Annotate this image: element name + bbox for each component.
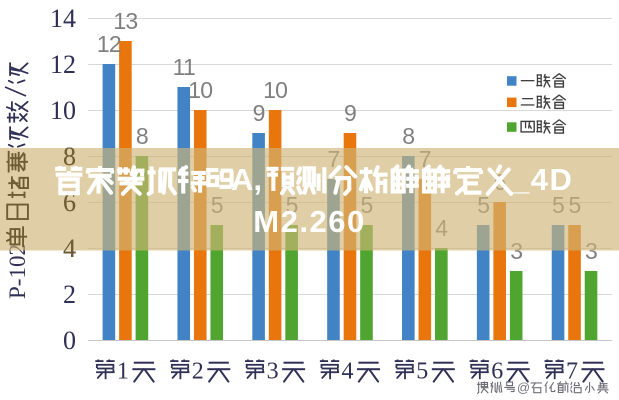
svg-text:@: @ (517, 380, 530, 395)
svg-text:1: 1 (117, 359, 129, 385)
svg-text:11: 11 (173, 54, 195, 80)
svg-text:_4D: _4D (511, 162, 573, 197)
svg-text:8: 8 (136, 123, 148, 149)
svg-text:3: 3 (267, 359, 279, 385)
svg-text:10: 10 (263, 77, 287, 103)
svg-text:12: 12 (50, 50, 76, 79)
svg-text:6: 6 (491, 359, 503, 385)
svg-text:13: 13 (113, 8, 137, 34)
svg-text:8: 8 (63, 142, 76, 171)
svg-text:4: 4 (342, 359, 354, 385)
svg-text:7: 7 (566, 359, 578, 385)
svg-text:10: 10 (50, 96, 76, 125)
svg-text:8: 8 (402, 123, 414, 149)
svg-text:P-102: P-102 (5, 244, 30, 299)
svg-text:A,: A, (231, 162, 262, 197)
svg-text:2: 2 (63, 280, 76, 309)
svg-text:12: 12 (97, 31, 121, 57)
svg-text:0: 0 (63, 326, 76, 355)
svg-text:2: 2 (192, 359, 204, 385)
svg-text:5: 5 (416, 359, 428, 385)
svg-text:9: 9 (344, 100, 356, 126)
svg-text:M2.260: M2.260 (253, 204, 365, 239)
svg-text:10: 10 (188, 77, 212, 103)
svg-text:4: 4 (63, 234, 76, 263)
svg-text:14: 14 (50, 4, 76, 33)
svg-text:9: 9 (253, 100, 265, 126)
